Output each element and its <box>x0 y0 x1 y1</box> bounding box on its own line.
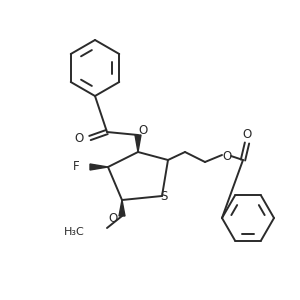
Text: O: O <box>222 151 232 164</box>
Text: F: F <box>73 160 79 173</box>
Polygon shape <box>90 164 108 170</box>
Text: S: S <box>160 190 168 203</box>
Text: O: O <box>108 212 118 224</box>
Text: O: O <box>138 124 148 137</box>
Text: H₃C: H₃C <box>64 227 85 237</box>
Text: O: O <box>74 131 84 145</box>
Polygon shape <box>119 200 125 216</box>
Polygon shape <box>135 135 141 152</box>
Text: O: O <box>242 128 252 142</box>
